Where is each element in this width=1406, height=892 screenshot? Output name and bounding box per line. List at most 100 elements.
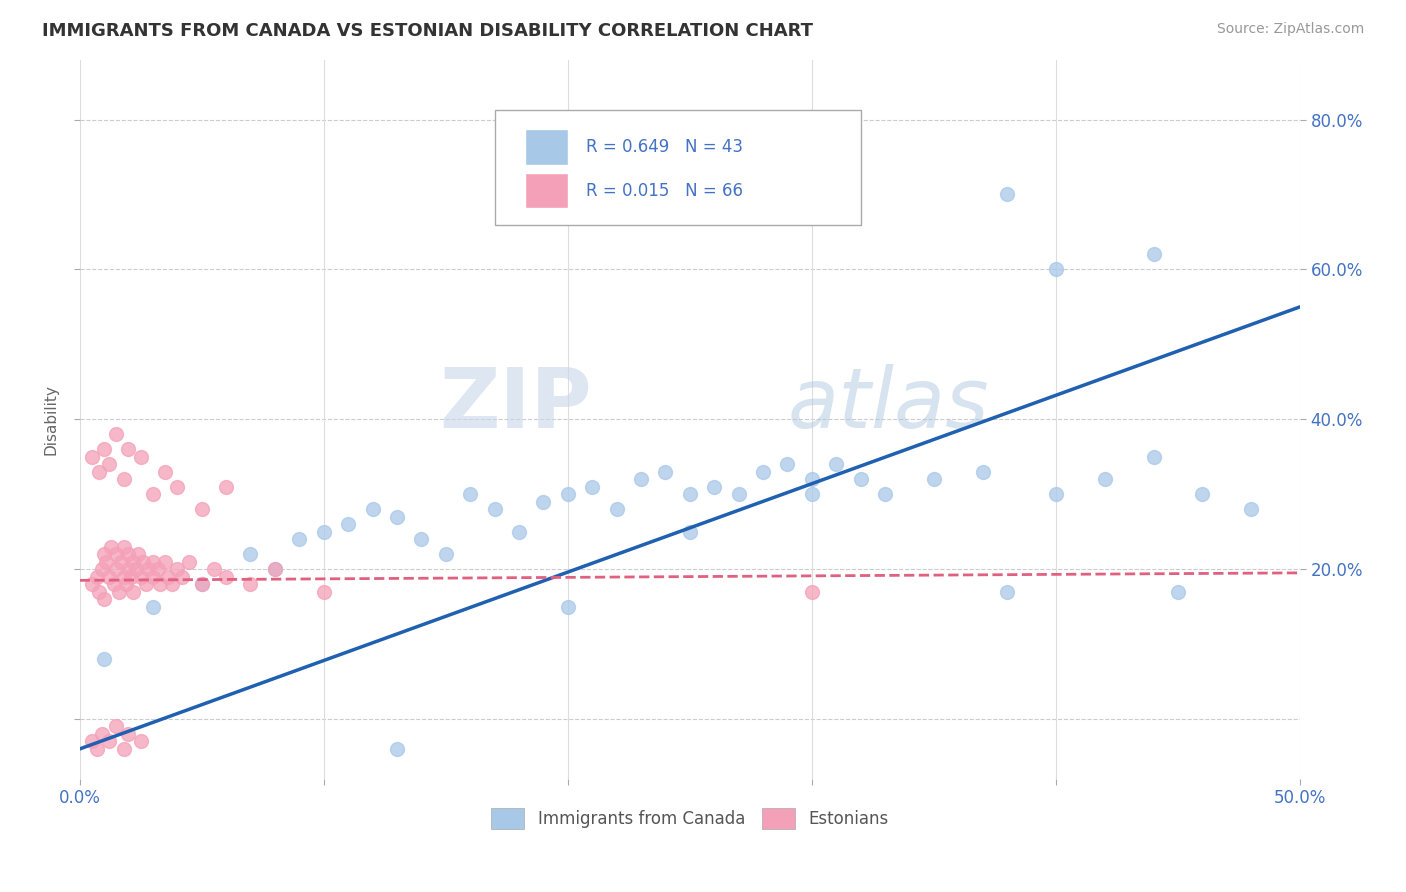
Point <box>117 442 139 457</box>
Point <box>215 480 238 494</box>
Point <box>122 584 145 599</box>
Point <box>531 494 554 508</box>
Point <box>112 742 135 756</box>
Point <box>129 569 152 583</box>
Point <box>142 569 165 583</box>
Point <box>385 742 408 756</box>
Y-axis label: Disability: Disability <box>44 384 58 455</box>
Point <box>922 472 945 486</box>
Point <box>1167 584 1189 599</box>
Point <box>156 569 179 583</box>
Point <box>337 517 360 532</box>
Point <box>142 487 165 501</box>
Point <box>125 562 148 576</box>
Point <box>434 547 457 561</box>
Point <box>166 562 188 576</box>
Point <box>120 569 142 583</box>
Point <box>679 524 702 539</box>
Point <box>508 524 530 539</box>
Point <box>557 487 579 501</box>
Point <box>873 487 896 501</box>
Point <box>703 480 725 494</box>
Point <box>146 562 169 576</box>
Point <box>153 555 176 569</box>
Point <box>96 555 118 569</box>
Point <box>752 465 775 479</box>
Point <box>581 480 603 494</box>
Text: atlas: atlas <box>787 364 988 445</box>
Point <box>153 465 176 479</box>
Point <box>264 562 287 576</box>
Point <box>458 487 481 501</box>
Point <box>1191 487 1213 501</box>
Point <box>1142 247 1164 261</box>
Point <box>112 540 135 554</box>
Point <box>149 577 172 591</box>
Point <box>654 465 676 479</box>
Point <box>105 547 128 561</box>
Text: R = 0.649   N = 43: R = 0.649 N = 43 <box>586 138 744 156</box>
Point <box>142 555 165 569</box>
Text: IMMIGRANTS FROM CANADA VS ESTONIAN DISABILITY CORRELATION CHART: IMMIGRANTS FROM CANADA VS ESTONIAN DISAB… <box>42 22 813 40</box>
Point <box>202 562 225 576</box>
Point <box>117 727 139 741</box>
Point <box>215 569 238 583</box>
Point <box>135 577 157 591</box>
Point <box>93 547 115 561</box>
Point <box>312 524 335 539</box>
Point <box>107 584 129 599</box>
Point <box>557 599 579 614</box>
Point <box>411 532 433 546</box>
Point <box>172 569 194 583</box>
Point <box>630 472 652 486</box>
Point <box>288 532 311 546</box>
Text: Source: ZipAtlas.com: Source: ZipAtlas.com <box>1216 22 1364 37</box>
Point <box>606 502 628 516</box>
Point <box>89 584 111 599</box>
Point <box>312 584 335 599</box>
Point <box>80 450 103 464</box>
Point <box>385 509 408 524</box>
FancyBboxPatch shape <box>524 129 568 165</box>
Point <box>90 562 112 576</box>
Point <box>995 584 1018 599</box>
Point <box>93 592 115 607</box>
Point <box>112 472 135 486</box>
Point <box>679 487 702 501</box>
Point <box>484 502 506 516</box>
Point <box>93 442 115 457</box>
Point <box>800 472 823 486</box>
Point <box>86 569 108 583</box>
Point <box>117 547 139 561</box>
Point <box>97 457 120 471</box>
Point <box>142 599 165 614</box>
Point <box>80 734 103 748</box>
Point <box>1045 262 1067 277</box>
Point <box>166 480 188 494</box>
FancyBboxPatch shape <box>524 172 568 209</box>
Point <box>849 472 872 486</box>
Point <box>190 577 212 591</box>
Point <box>239 577 262 591</box>
Point <box>825 457 848 471</box>
Point <box>86 742 108 756</box>
Point <box>93 652 115 666</box>
Point <box>800 210 823 224</box>
Point <box>264 562 287 576</box>
Point <box>1045 487 1067 501</box>
Legend: Immigrants from Canada, Estonians: Immigrants from Canada, Estonians <box>484 802 896 835</box>
Point <box>97 569 120 583</box>
Text: ZIP: ZIP <box>440 364 592 445</box>
FancyBboxPatch shape <box>495 110 860 225</box>
Point <box>995 187 1018 202</box>
Point <box>162 577 184 591</box>
Point <box>190 577 212 591</box>
Point <box>97 734 120 748</box>
Point <box>129 450 152 464</box>
Point <box>105 719 128 733</box>
Point <box>239 547 262 561</box>
Point <box>361 502 384 516</box>
Point <box>80 577 103 591</box>
Point <box>110 555 132 569</box>
Point <box>1240 502 1263 516</box>
